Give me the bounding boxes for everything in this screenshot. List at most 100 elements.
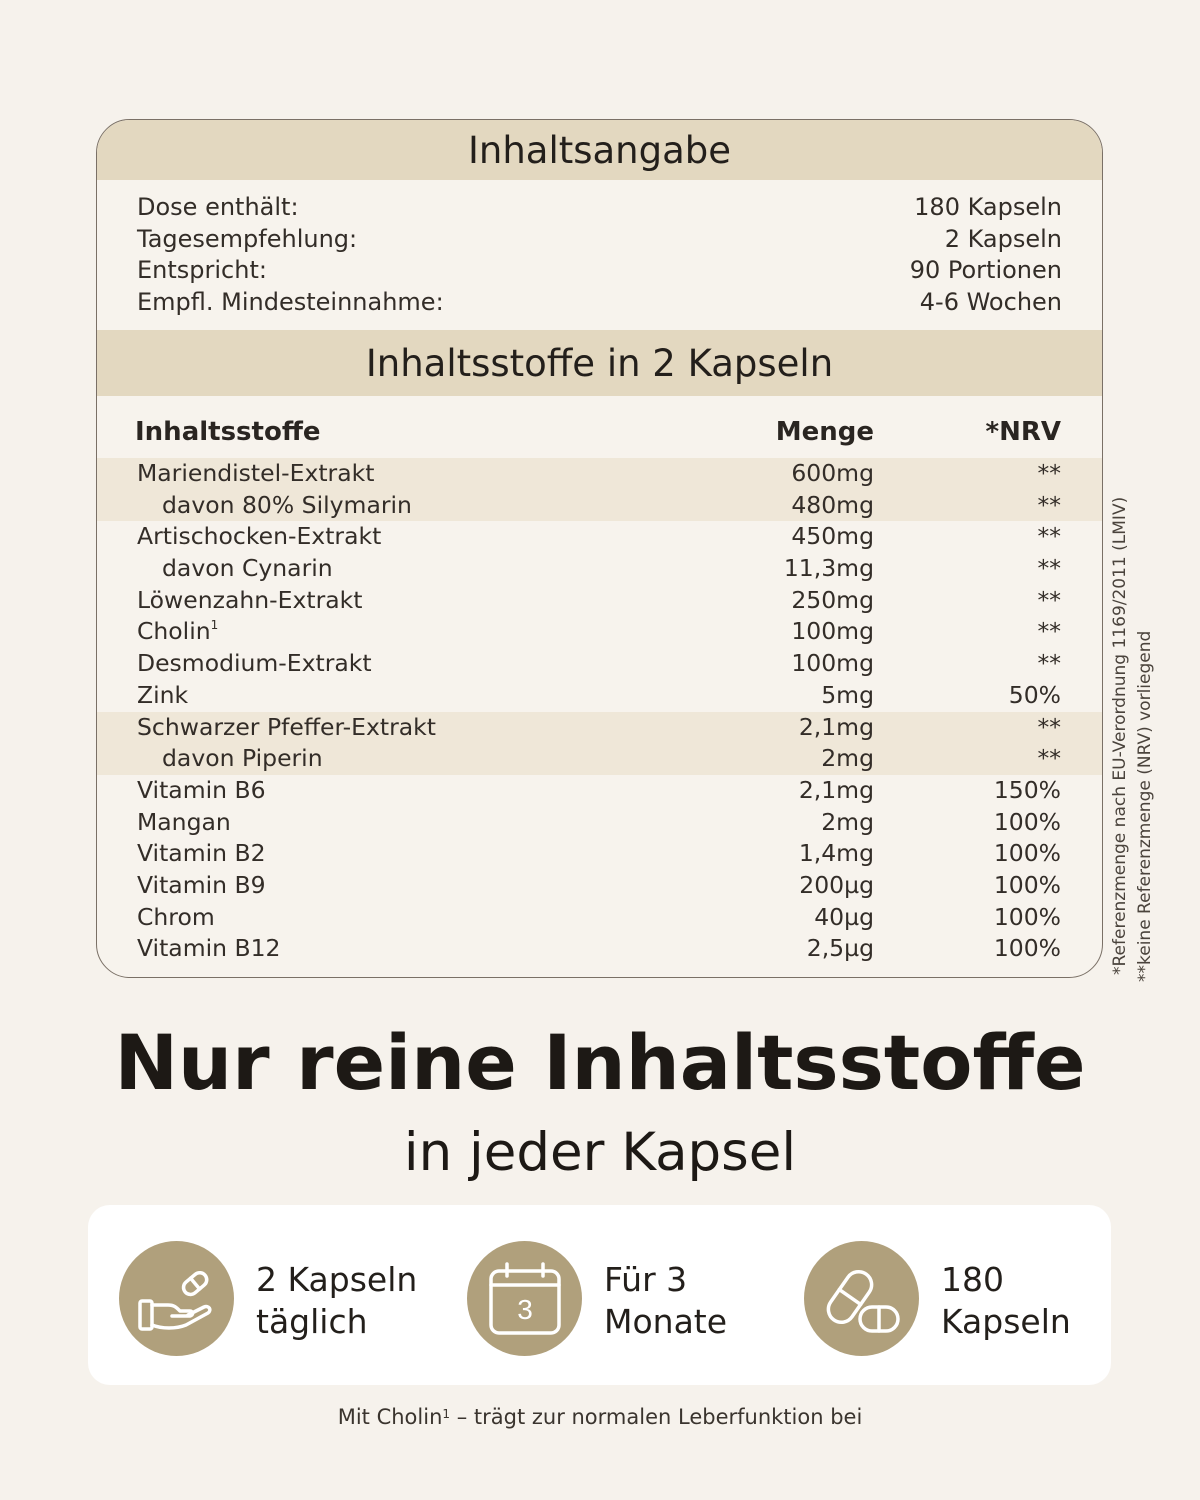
ingredients-table: Mariendistel-Extrakt 600mg ** davon 80% … <box>97 458 1102 965</box>
ingredient-name: Mangan <box>137 807 231 836</box>
table-row: davon Piperin 2mg ** <box>97 743 1102 775</box>
footnote-no-reference: **keine Referenzmenge (NRV) vorliegend <box>1135 630 1155 982</box>
ingredient-name: Cholin1 <box>137 616 218 648</box>
ingredient-amount: 600mg <box>791 459 874 487</box>
table-row: Vitamin B9 200µg 100% <box>97 870 1102 902</box>
table-header: Inhaltsstoffe Menge *NRV <box>97 411 1102 453</box>
ingredient-name: Desmodium-Extrakt <box>137 649 372 678</box>
nutrition-panel: Inhaltsangabe Dose enthält: 180 Kapseln … <box>96 119 1103 978</box>
info-row: Dose enthält: 180 Kapseln <box>97 192 1102 224</box>
header-ingredients: Inhaltsstoffe <box>135 417 321 447</box>
feature-text: Für 3 Monate <box>604 1259 727 1343</box>
section-title-contents: Inhaltsangabe <box>97 120 1102 180</box>
section-title-ingredients: Inhaltsstoffe in 2 Kapseln <box>97 330 1102 396</box>
table-row: Cholin1 100mg ** <box>97 616 1102 648</box>
feature-line1: 2 Kapseln <box>256 1260 418 1299</box>
ingredient-nrv: ** <box>1037 585 1062 614</box>
ingredient-name: Vitamin B6 <box>137 775 266 804</box>
footer-after: – trägt zur normalen Leberfunktion bei <box>450 1405 863 1429</box>
feature-count: 180 Kapseln <box>804 1241 1104 1356</box>
ingredient-amount: 2,5µg <box>806 934 874 963</box>
ingredient-nrv: 100% <box>993 807 1061 836</box>
ingredient-nrv: ** <box>1037 649 1062 678</box>
ingredient-amount: 100mg <box>791 617 874 646</box>
info-label: Tagesempfehlung: <box>137 224 358 253</box>
ingredient-amount: 100mg <box>791 649 874 678</box>
table-row: Mangan 2mg 100% <box>97 807 1102 839</box>
ingredient-name: Mariendistel-Extrakt <box>137 459 375 487</box>
feature-line2: Kapseln <box>941 1302 1071 1341</box>
info-row: Tagesempfehlung: 2 Kapseln <box>97 224 1102 256</box>
info-value: 4-6 Wochen <box>919 288 1062 317</box>
footnote-marker: 1 <box>210 618 219 633</box>
ingredient-name: Schwarzer Pfeffer-Extrakt <box>137 712 436 741</box>
ingredient-name: Artischocken-Extrakt <box>137 522 382 551</box>
table-row: Mariendistel-Extrakt 600mg ** <box>97 458 1102 490</box>
ingredient-nrv: ** <box>1037 744 1062 773</box>
ingredient-amount: 450mg <box>791 522 874 551</box>
ingredient-amount: 1,4mg <box>798 839 874 868</box>
info-value: 180 Kapseln <box>914 193 1062 221</box>
table-row: Vitamin B6 2,1mg 150% <box>97 775 1102 807</box>
table-row: davon 80% Silymarin 480mg ** <box>97 489 1102 522</box>
info-row: Empfl. Mindesteinnahme: 4-6 Wochen <box>97 287 1102 319</box>
ingredient-amount: 5mg <box>821 680 874 709</box>
ingredient-amount: 2mg <box>821 744 874 773</box>
header-amount: Menge <box>775 417 874 447</box>
info-label: Empfl. Mindesteinnahme: <box>137 288 444 317</box>
capsules-icon <box>804 1241 919 1356</box>
ingredient-name: Vitamin B2 <box>137 839 266 868</box>
ingredient-nrv: ** <box>1037 554 1062 583</box>
ingredient-amount: 2mg <box>821 807 874 836</box>
ingredient-nrv: 50% <box>1008 680 1061 709</box>
feature-text: 2 Kapseln täglich <box>256 1259 417 1343</box>
footer-footnote-marker: 1 <box>442 1407 451 1421</box>
ingredient-name: Chrom <box>137 902 215 931</box>
table-row: Artischocken-Extrakt 450mg ** <box>97 521 1102 553</box>
ingredient-amount: 40µg <box>814 902 874 931</box>
ingredient-nrv: 100% <box>993 934 1061 963</box>
calendar-number: 3 <box>517 1294 533 1325</box>
ingredient-amount: 11,3mg <box>783 554 874 583</box>
info-value: 90 Portionen <box>909 256 1062 285</box>
table-row: davon Cynarin 11,3mg ** <box>97 553 1102 585</box>
info-label: Entspricht: <box>137 256 267 285</box>
table-row: Vitamin B2 1,4mg 100% <box>97 838 1102 870</box>
feature-line2: täglich <box>256 1302 368 1341</box>
feature-daily-dose: 2 Kapseln täglich <box>119 1241 439 1356</box>
table-row: Desmodium-Extrakt 100mg ** <box>97 648 1102 680</box>
ingredient-amount: 2,1mg <box>798 775 874 804</box>
info-value: 2 Kapseln <box>944 224 1062 253</box>
table-row: Zink 5mg 50% <box>97 680 1102 712</box>
table-row: Löwenzahn-Extrakt 250mg ** <box>97 585 1102 617</box>
feature-duration: 3 Für 3 Monate <box>467 1241 787 1356</box>
feature-text: 180 Kapseln <box>941 1259 1071 1343</box>
ingredient-nrv: ** <box>1037 490 1062 519</box>
calendar-icon: 3 <box>467 1241 582 1356</box>
ingredient-nrv: 100% <box>993 839 1061 868</box>
hand-capsule-icon <box>119 1241 234 1356</box>
feature-line2: Monate <box>604 1302 728 1341</box>
ingredient-nrv: 100% <box>993 870 1061 899</box>
ingredient-name: Vitamin B12 <box>137 934 281 963</box>
features-card: 2 Kapseln täglich 3 Für 3 Monate <box>88 1205 1111 1385</box>
ingredient-name: Löwenzahn-Extrakt <box>137 585 363 614</box>
subheadline: in jeder Kapsel <box>403 1122 797 1183</box>
ingredient-name: Vitamin B9 <box>137 870 266 899</box>
ingredient-name: davon 80% Silymarin <box>162 490 412 519</box>
footer-note: Mit Cholin1 – trägt zur normalen Leberfu… <box>0 1405 1200 1429</box>
headline: Nur reine Inhaltsstoffe <box>114 1018 1086 1107</box>
ingredient-name: Zink <box>137 680 189 709</box>
footnote-nrv-reference: *Referenzmenge nach EU-Verordnung 1169/2… <box>1110 496 1130 975</box>
info-label: Dose enthält: <box>137 193 299 221</box>
ingredient-nrv: 150% <box>993 775 1061 804</box>
ingredient-nrv: ** <box>1037 522 1062 551</box>
contents-info: Dose enthält: 180 Kapseln Tagesempfehlun… <box>97 192 1102 319</box>
ingredient-name-text: Cholin <box>137 617 211 646</box>
ingredient-nrv: ** <box>1037 712 1062 741</box>
ingredient-amount: 200µg <box>799 870 874 899</box>
ingredient-amount: 2,1mg <box>798 712 874 741</box>
feature-line1: 180 <box>941 1260 1004 1299</box>
ingredient-name: davon Piperin <box>162 744 323 773</box>
feature-line1: Für 3 <box>604 1260 688 1299</box>
